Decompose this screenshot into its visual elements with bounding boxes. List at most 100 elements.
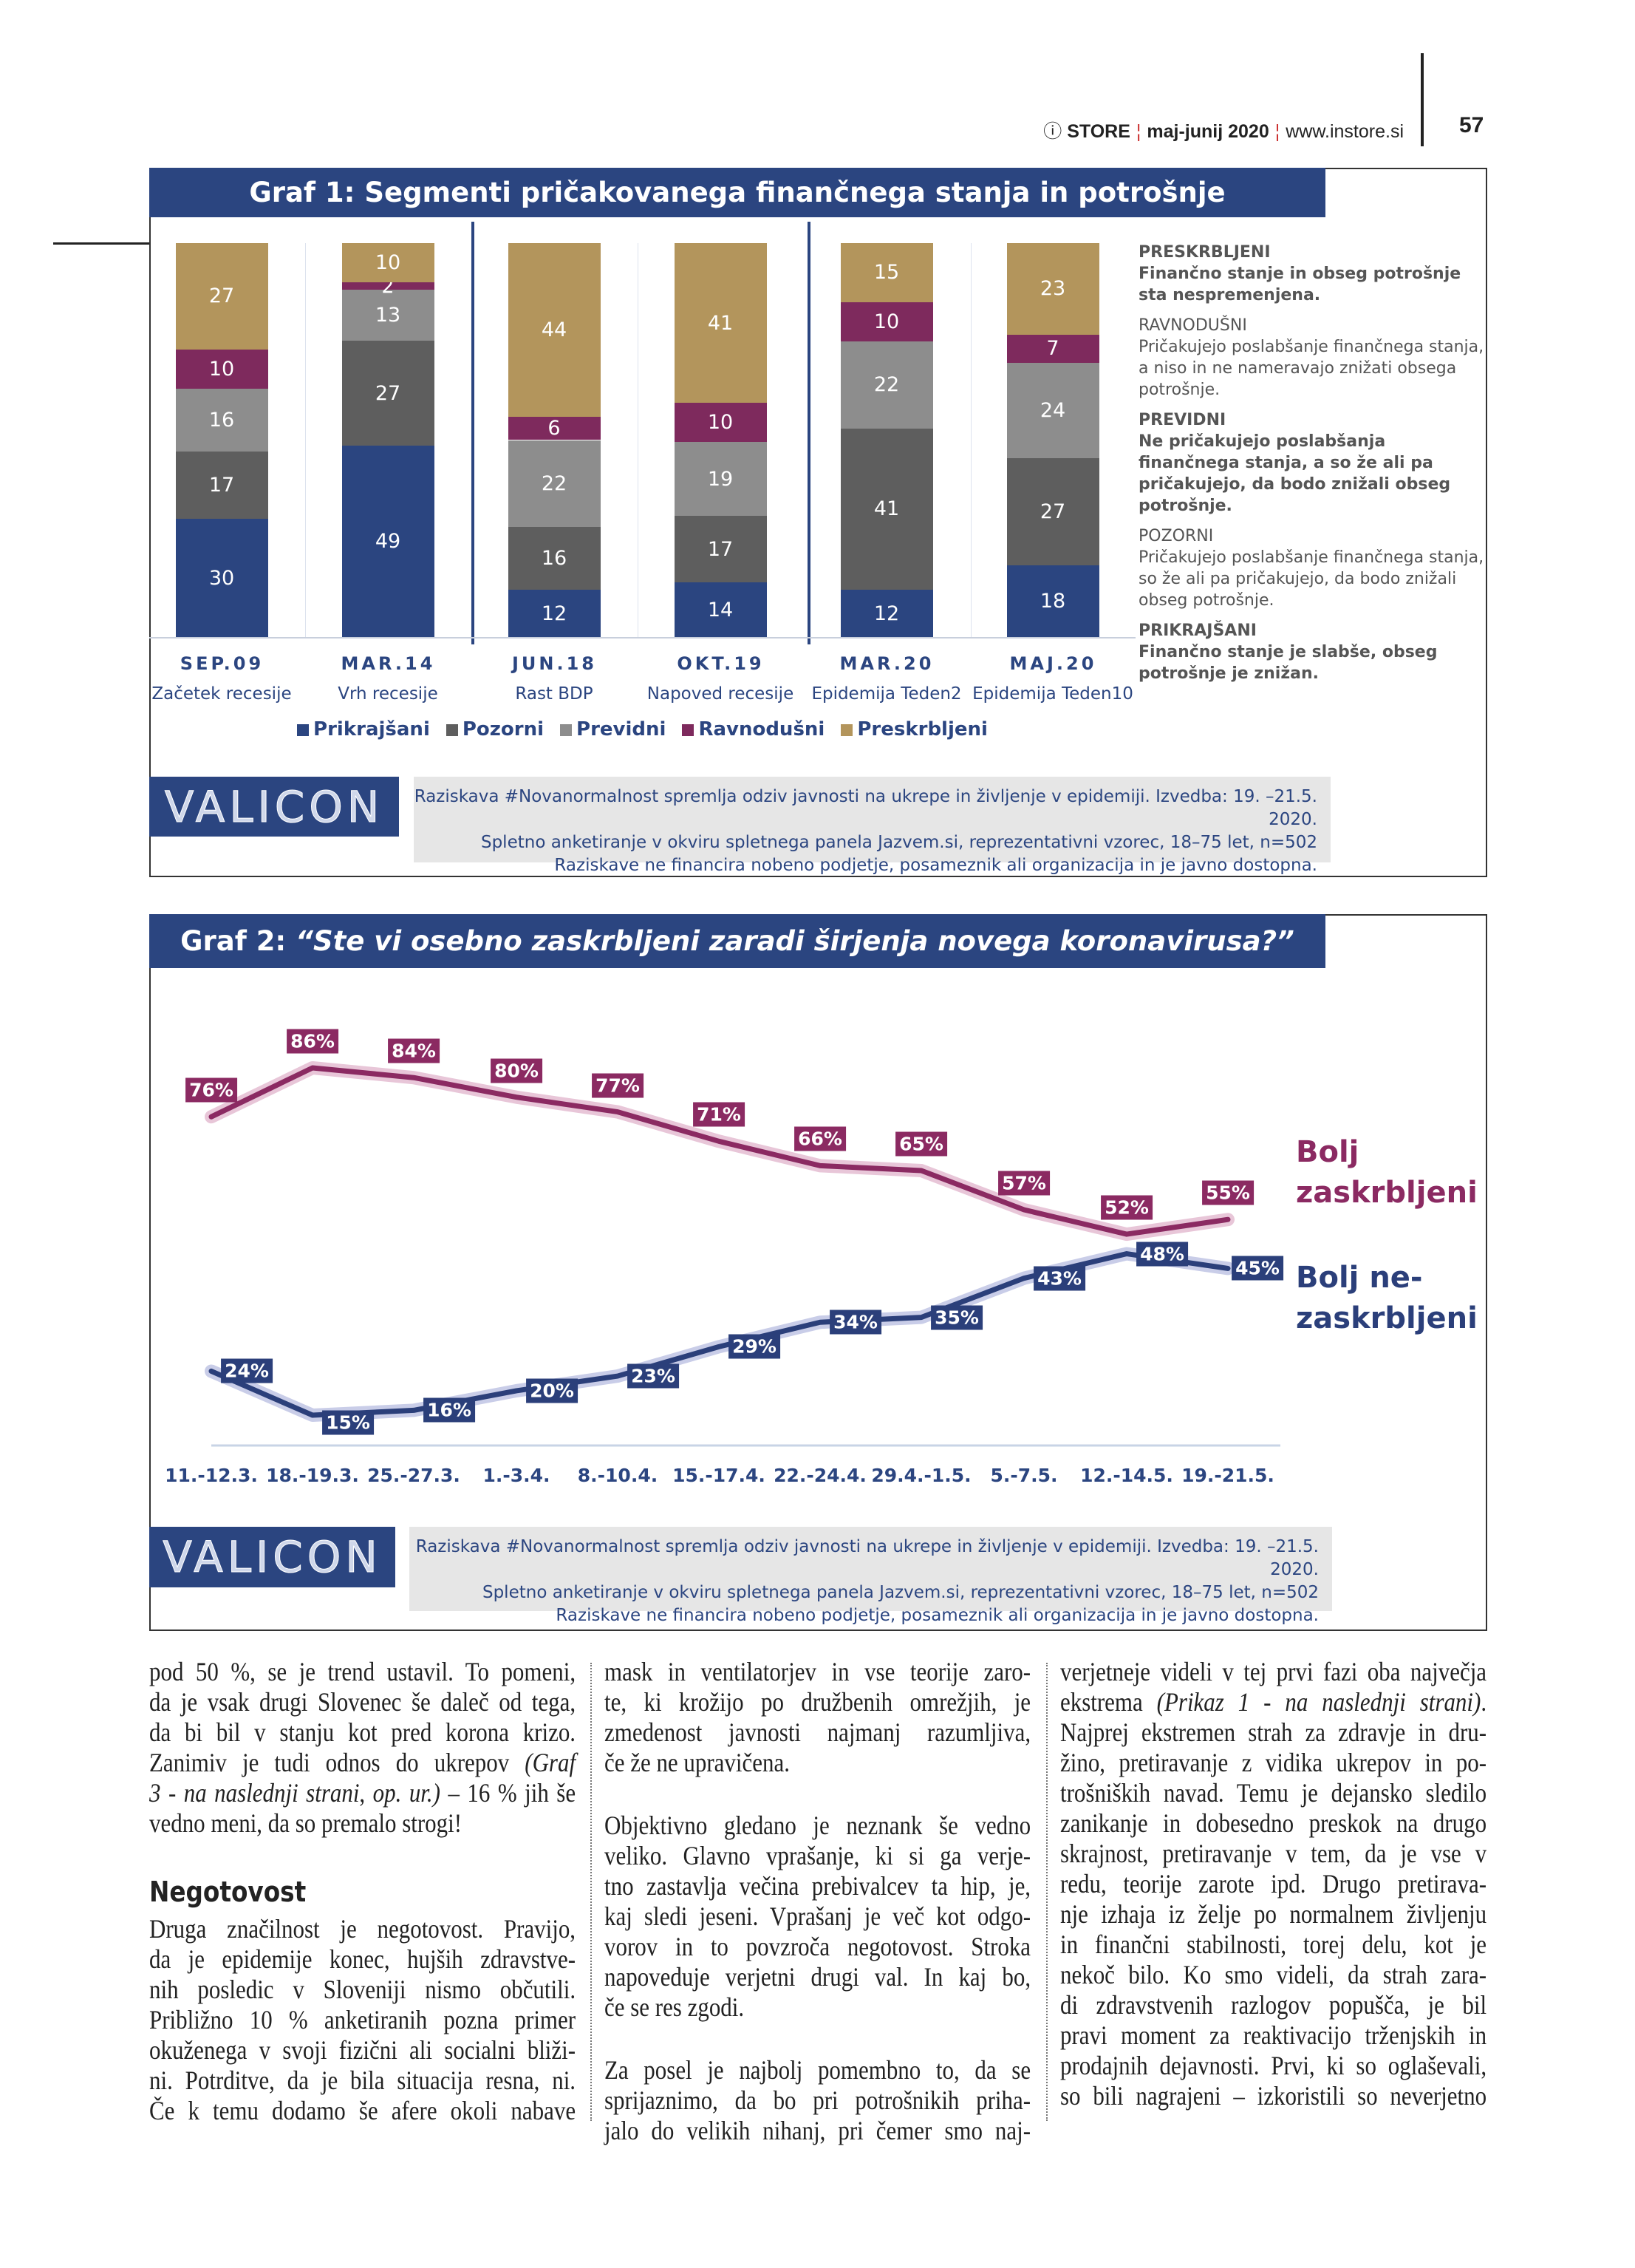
series-line: [208, 1065, 1231, 1237]
article-column-3: verjetneje videli v tej prvi fazi oba na…: [1060, 1657, 1486, 2111]
header-divider: [1421, 53, 1424, 146]
valicon-logo: VALICON: [149, 777, 399, 837]
legend-label: Previdni: [576, 718, 666, 740]
bar-segment: 27: [341, 340, 434, 446]
text-line: če že ne upravičena.: [604, 1748, 790, 1777]
bar-segment: 27: [1006, 457, 1099, 566]
bar-segment: 30: [175, 519, 268, 637]
legend-item: Previdni: [560, 718, 666, 740]
text-line: 3 - na naslednji strani, op. ur.) – 16 %…: [149, 1778, 576, 1808]
bar-segment: 22: [508, 440, 601, 527]
source-line: Spletno anketiranje v okviru spletnega p…: [480, 833, 1317, 852]
series-label-line: zaskrbljeni: [1296, 1301, 1478, 1335]
text-line: nih posledic v Sloveniji nismo občutili.: [149, 1975, 576, 2004]
definition-item: PRESKRBLJENI Finančno stanje in obseg pot…: [1139, 242, 1486, 306]
text-line: zanikanje in dobesedno preskok na drugo: [1060, 1808, 1487, 1838]
definition-text: Finančno stanje je slabše, obseg potrošn…: [1139, 643, 1438, 683]
legend-label: Prikrajšani: [313, 718, 430, 740]
definition-item: POZORNI Pričakujejo poslabšanje finančneg…: [1139, 525, 1486, 611]
bar-segment: 7: [1006, 334, 1099, 363]
text-line: kaj sledi jeseni. Vprašanj je več kot od…: [604, 1901, 1031, 1931]
bar-segment: 14: [674, 582, 767, 637]
legend-swatch-icon: [682, 723, 694, 736]
series-label-concerned: Bolj zaskrbljeni: [1296, 1132, 1478, 1213]
text-line: vedno meni, da so premalo strogi!: [149, 1808, 462, 1838]
issue: maj-junij 2020: [1147, 121, 1269, 142]
source-line: Spletno anketiranje v okviru spletnega p…: [482, 1583, 1319, 1602]
text-line: žino, pretiravanje z vidika ukrepov in p…: [1060, 1748, 1487, 1777]
legend-label: Ravnodušni: [698, 718, 825, 740]
gridline: [305, 243, 306, 637]
definition-item: PRIKRAJŠANI Finančno stanje je slabše, ob…: [1139, 620, 1486, 684]
bar-segment: 16: [508, 526, 601, 590]
text-line: Objektivno gledano je neznank še vedno: [604, 1811, 1031, 1840]
gridline: [971, 243, 972, 637]
bar-segment: 22: [840, 341, 933, 429]
category-sublabel: Napoved recesije: [646, 684, 794, 704]
text-line: okuženega v svoji fizični ali socialni b…: [149, 2035, 576, 2065]
text-line: verjetneje videli v tej prvi fazi oba na…: [1060, 1657, 1487, 1686]
section-heading: Negotovost: [149, 1876, 307, 1908]
text-line: napoveduje verjetni drugi val. In kaj bo…: [604, 1962, 1031, 1992]
text-line: Najprej ekstremen strah za zdravje in dr…: [1060, 1717, 1487, 1747]
series-label-line: Bolj ne-: [1296, 1261, 1423, 1295]
brand-logo-icon: ⓘ: [1043, 121, 1062, 142]
bar-segment: 49: [341, 446, 434, 637]
bar-segment: 10: [341, 243, 434, 282]
bar-segment: 12: [508, 590, 601, 637]
bar-segment: 16: [175, 389, 268, 452]
text-line: so bili nagrajeni – izkoristili so never…: [1060, 2081, 1487, 2111]
text-line: redu, teorije zarote ipd. Drugo pretirav…: [1060, 1869, 1487, 1898]
bar-segment: 19: [674, 442, 767, 517]
source-line: Raziskava #Novanormalnost spremlja odziv…: [414, 787, 1317, 829]
definition-text: Ne pričakujejo poslabšanja finančnega st…: [1139, 432, 1451, 515]
legend-item: Preskrbljeni: [841, 718, 988, 740]
category-label: MAJ.20: [1009, 653, 1097, 674]
website: www.instore.si: [1286, 121, 1404, 142]
text-line: tno zastavlja večina prebivalcev ta hip,…: [604, 1871, 1031, 1901]
category-sublabel: Vrh recesije: [338, 684, 438, 704]
bar-segment: 10: [175, 349, 268, 389]
text-line: di zdravstvenih razlogov popušča, je bil: [1060, 1990, 1487, 2020]
bar-segment: 13: [341, 290, 434, 341]
category-label: OKT.19: [677, 653, 765, 674]
paragraph-gap: [149, 1839, 576, 1855]
baseline: [149, 637, 1136, 638]
text-line: mask in ventilatorjev in vse teorije zar…: [604, 1657, 1031, 1686]
source-line: Raziskave ne financira nobeno podjetje, …: [556, 1606, 1319, 1625]
graf1-source-note: Raziskava #Novanormalnost spremlja odziv…: [414, 777, 1331, 875]
period-divider: [471, 222, 474, 644]
series-label-line: Bolj: [1296, 1135, 1359, 1169]
series-line-glow: [205, 1061, 1235, 1242]
text-line: pravi moment za reaktivacijo trženjskih …: [1060, 2020, 1487, 2050]
source-line: Raziskave ne financira nobeno podjetje, …: [554, 856, 1317, 875]
text-line: ni. Potrditve, da je bila situacija resn…: [149, 2066, 576, 2095]
bar-segment: 18: [1006, 565, 1099, 637]
text-line: pod 50 %, se je trend ustavil. To pomeni…: [149, 1657, 576, 1686]
definition-item: PREVIDNI Ne pričakujejo poslabšanja finan…: [1139, 409, 1486, 517]
text-line: skrajnost, pretiravanje v tem, da je vse…: [1060, 1839, 1487, 1868]
text-line: Zanimiv je tudi odnos do ukrepov (Graf: [149, 1748, 576, 1777]
definition-text: Pričakujejo poslabšanje finančnega stanj…: [1139, 548, 1484, 610]
article-column-2: mask in ventilatorjev in vse teorije zar…: [604, 1657, 1031, 2146]
italic-text: (Graf: [525, 1748, 576, 1777]
category-sublabel: Epidemija Teden2: [811, 684, 962, 704]
text-line: vorov in to povzroča negotovost. Stroka: [604, 1932, 1031, 1961]
series-line: [208, 1251, 1231, 1418]
bar-segment: 23: [1006, 243, 1099, 335]
definition-name: RAVNODUŠNI: [1139, 316, 1247, 335]
definition-name: PRIKRAJŠANI: [1139, 622, 1257, 640]
series-label-unconcerned: Bolj ne- zaskrbljeni: [1296, 1258, 1478, 1339]
legend-swatch-icon: [446, 723, 458, 736]
definition-text: Finančno stanje in obseg potrošnje sta n…: [1139, 265, 1461, 304]
text-line: ekstrema (Prikaz 1 - na naslednji strani…: [1060, 1687, 1487, 1717]
legend-label: Preskrbljeni: [857, 718, 988, 740]
bar-segment: 41: [840, 428, 933, 590]
bar-segment: 44: [508, 243, 601, 417]
paragraph-gap: [604, 2039, 1031, 2055]
period-divider: [808, 222, 810, 644]
paragraph-gap: [604, 1778, 1031, 1794]
definition-text: Pričakujejo poslabšanje finančnega stanj…: [1139, 338, 1484, 399]
definition-name: PREVIDNI: [1139, 411, 1226, 429]
text-line: prodajnih dejavnosti. Prvi, ki so oglaše…: [1060, 2051, 1487, 2080]
